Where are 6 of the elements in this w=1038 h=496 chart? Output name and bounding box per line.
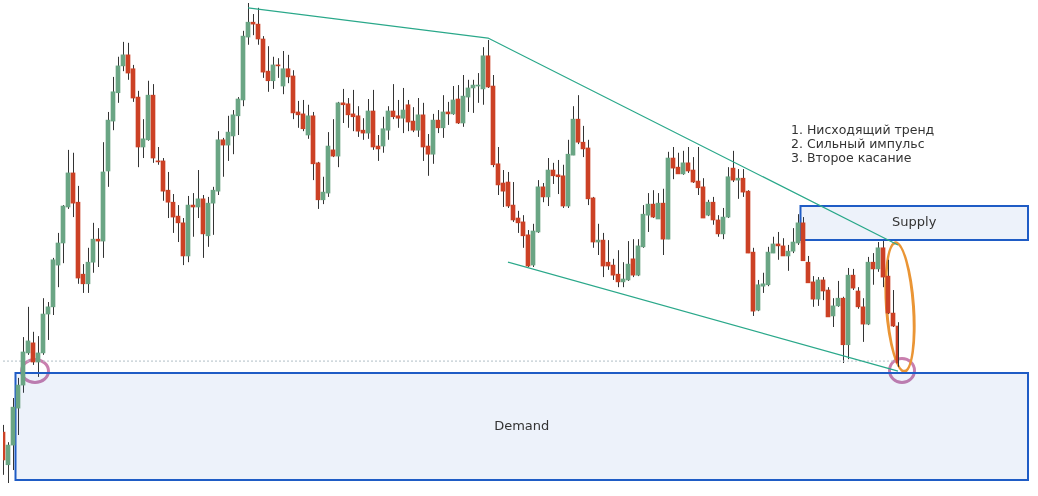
annotation: 1. Нисходящий тренд [791,122,935,137]
band-label: Supply [892,214,937,230]
band-label: Demand [494,417,550,433]
annotation: 2. Сильный импульс [791,136,925,151]
annotation: 3. Второе касание [791,150,912,165]
candlestick [395,99,401,129]
